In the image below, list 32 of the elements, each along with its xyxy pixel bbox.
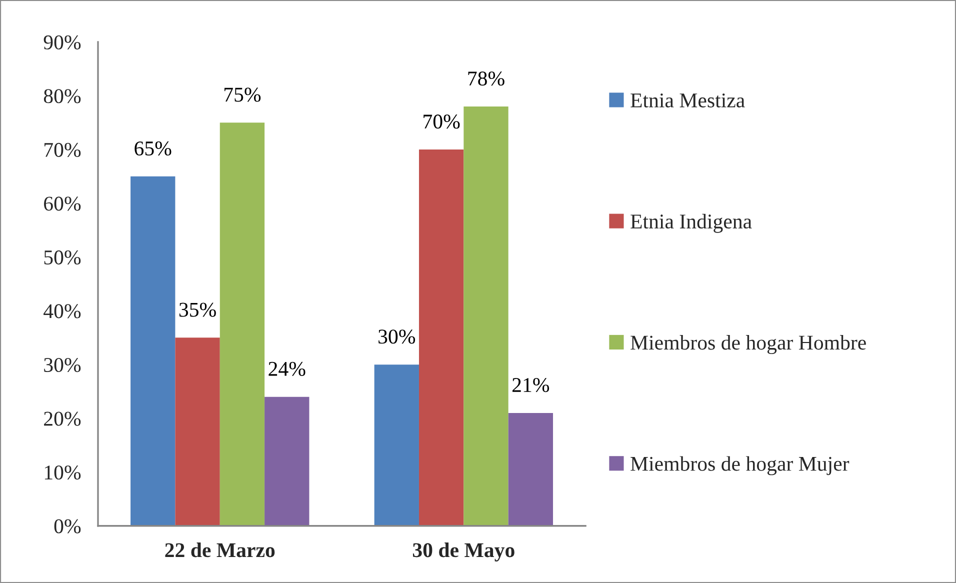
y-tick-label: 90% [44, 35, 81, 50]
y-tick-label: 30% [44, 358, 81, 372]
y-tick-label: 0% [54, 519, 81, 534]
y-tick-label: 40% [44, 304, 81, 318]
y-tick-label: 60% [44, 196, 81, 211]
data-label: 78% [468, 72, 504, 86]
data-label: 70% [424, 114, 460, 129]
bar [374, 364, 419, 526]
bar [264, 396, 310, 526]
y-tick-label: 50% [44, 250, 81, 265]
bar [220, 122, 265, 526]
x-tick-label: 22 de Marzo [165, 542, 275, 558]
y-tick-label: 80% [44, 89, 81, 104]
bar [175, 338, 220, 526]
bar [464, 106, 508, 526]
y-tick-label: 70% [44, 142, 81, 158]
y-tick-label: 20% [44, 412, 81, 426]
data-label: 24% [268, 362, 306, 376]
bar [508, 412, 554, 526]
data-label: 75% [224, 88, 261, 102]
y-tick-label: 10% [44, 465, 81, 480]
legend-label: Etnia Mestiza [630, 93, 745, 108]
data-label: 65% [134, 141, 172, 156]
data-label: 30% [378, 330, 416, 344]
legend-label: Etnia Indigena [630, 214, 752, 233]
legend-label: Miembros de hogar Hombre [630, 335, 866, 354]
bar [418, 150, 464, 526]
bar [130, 176, 176, 526]
legend-label: Miembros de hogar Mujer [630, 456, 850, 476]
data-label: 35% [179, 302, 216, 317]
x-tick-label: 30 de Mayo [412, 542, 514, 562]
data-label: 21% [512, 378, 550, 392]
